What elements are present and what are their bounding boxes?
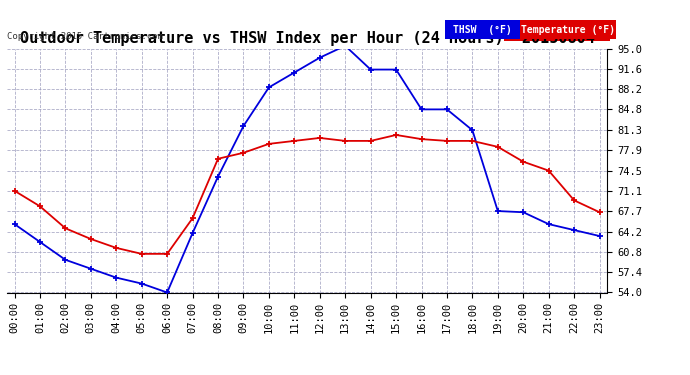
Text: Copyright 2015 Cartronics.com: Copyright 2015 Cartronics.com [7,32,163,41]
Text: THSW  (°F): THSW (°F) [453,25,512,34]
Text: Temperature (°F): Temperature (°F) [521,25,615,34]
Title: Outdoor Temperature vs THSW Index per Hour (24 Hours)  20150804: Outdoor Temperature vs THSW Index per Ho… [19,31,595,46]
Text: Temperature (°F): Temperature (°F) [507,28,607,38]
Text: THSW  (°F): THSW (°F) [544,28,607,38]
